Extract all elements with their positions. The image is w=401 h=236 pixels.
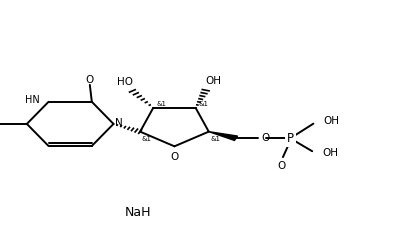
Text: O: O [277, 161, 286, 171]
Text: OH: OH [324, 116, 339, 126]
Text: O: O [86, 75, 94, 85]
Text: OH: OH [322, 148, 338, 158]
Text: P: P [287, 132, 294, 145]
Text: O: O [170, 152, 178, 161]
Text: HN: HN [25, 95, 40, 105]
Text: NaH: NaH [125, 206, 152, 219]
Text: &1: &1 [141, 136, 151, 142]
Text: &1: &1 [199, 101, 209, 107]
Text: &1: &1 [156, 101, 166, 107]
Text: OH: OH [205, 76, 221, 86]
Text: P: P [287, 132, 294, 145]
Text: N: N [115, 118, 123, 128]
Polygon shape [209, 132, 237, 140]
Text: O: O [261, 133, 269, 143]
Text: HO: HO [117, 77, 133, 87]
Text: &1: &1 [211, 136, 221, 142]
